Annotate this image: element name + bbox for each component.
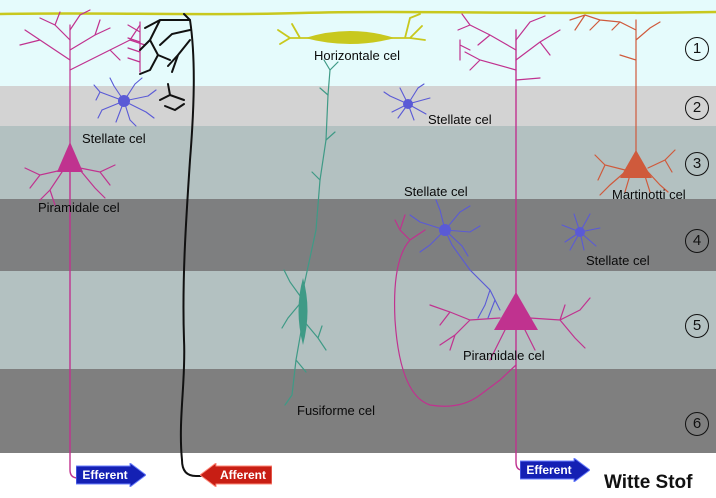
- stellate-soma-right: [575, 227, 585, 237]
- layer-number-1: 1: [685, 37, 709, 61]
- layer-number-6: 6: [685, 412, 709, 436]
- layer-5-band: [0, 271, 716, 369]
- label-horizontale-cel: Horizontale cel: [314, 48, 400, 63]
- layer-number-4: 4: [685, 229, 709, 253]
- afferent-arrow: Afferent: [199, 462, 273, 488]
- pyramidal-cell-left: [19, 9, 146, 479]
- stellate-cell-left: [93, 77, 157, 127]
- stellate-cell-middle-upper: [383, 83, 431, 121]
- martinotti-cell: [569, 14, 676, 196]
- layer-6-band: [0, 369, 716, 453]
- stellate-soma-left: [118, 95, 130, 107]
- arrow-right-icon: [75, 462, 147, 488]
- layer-number-2: 2: [685, 96, 709, 120]
- stellate-soma-middle-upper: [403, 99, 413, 109]
- surface-fiber: [0, 10, 716, 16]
- layer-2-band: [0, 86, 716, 126]
- pyramidal-soma-left: [57, 142, 83, 172]
- label-stellate-cel-middle-upper: Stellate cel: [428, 112, 492, 127]
- afferent-label: Afferent: [219, 468, 266, 482]
- label-piramidale-cel-right: Piramidale cel: [463, 348, 545, 363]
- label-stellate-cel-left: Stellate cel: [82, 131, 146, 146]
- fusiform-cell: [281, 59, 339, 406]
- martinotti-soma: [620, 150, 652, 178]
- efferent-label-left: Efferent: [82, 468, 128, 482]
- stellate-cell-middle-lower: [409, 199, 501, 319]
- stellate-cell-right: [561, 213, 601, 251]
- label-fusiforme-cel: Fusiforme cel: [297, 403, 376, 418]
- arrow-right-icon: [519, 457, 591, 483]
- stellate-soma-middle-lower: [439, 224, 451, 236]
- pyramidal-cell-right: [394, 13, 591, 471]
- afferent-fiber: [139, 13, 209, 477]
- layer-4-band: [0, 199, 716, 271]
- label-stellate-cel-middle-lower: Stellate cel: [404, 184, 468, 199]
- layer-3-band: [0, 126, 716, 199]
- label-stellate-cel-right: Stellate cel: [586, 253, 650, 268]
- pyramidal-soma-right: [494, 292, 538, 330]
- arrow-left-icon: [199, 462, 273, 488]
- layer-number-5: 5: [685, 314, 709, 338]
- efferent-arrow-right: Efferent: [519, 457, 591, 483]
- efferent-label-right: Efferent: [526, 463, 572, 477]
- label-piramidale-cel-left: Piramidale cel: [38, 200, 120, 215]
- layer-number-3: 3: [685, 152, 709, 176]
- horizontal-soma: [305, 31, 395, 44]
- label-witte-stof: Witte Stof: [604, 472, 693, 493]
- label-martinotti-cel: Martinotti cel: [612, 187, 686, 202]
- efferent-arrow-left: Efferent: [75, 462, 147, 488]
- fusiform-soma: [298, 278, 308, 345]
